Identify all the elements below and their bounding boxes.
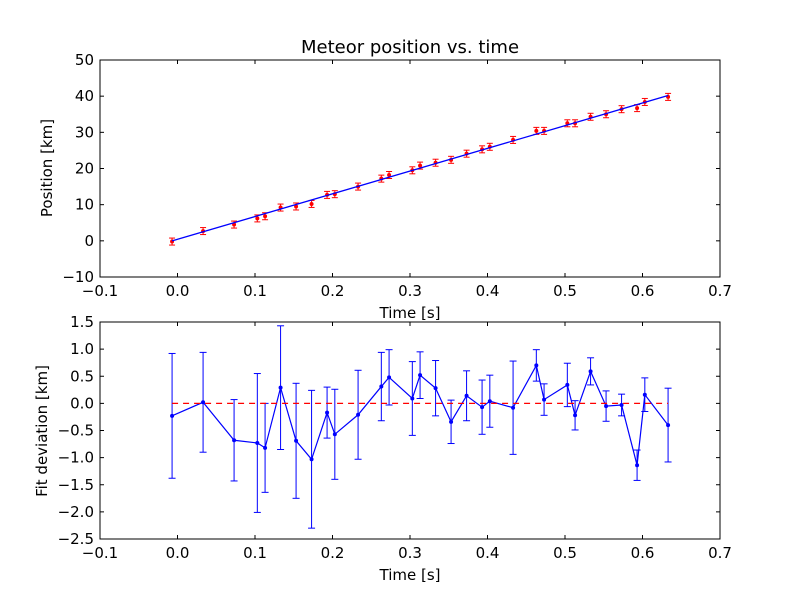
- data-point: [263, 445, 268, 450]
- data-point: [232, 438, 237, 443]
- y-tick-label: 1.5: [70, 313, 94, 331]
- x-tick-label: 0.7: [708, 544, 732, 562]
- data-point: [511, 405, 516, 410]
- deviation-plot-area: −0.1 0.0 0.1 0.2 0.3 0.4 0.5 0.6 0.7 −2.5 −2.0 −1.5…: [58, 313, 732, 562]
- y-tick-label: 0.0: [70, 394, 94, 412]
- x-tick-label: 0.7: [708, 282, 732, 300]
- y-tick-label: −1.5: [58, 476, 94, 494]
- data-point: [410, 396, 415, 401]
- x-tick-label: 0.3: [398, 544, 422, 562]
- x-tick-label: 0.2: [321, 282, 345, 300]
- fit-line: [171, 94, 669, 242]
- chart-title: Meteor position vs. time: [301, 37, 519, 58]
- data-point: [418, 373, 423, 378]
- x-tick-label: 0.5: [553, 544, 577, 562]
- y-tick-label: 10: [75, 196, 94, 214]
- x-tick-label: −0.1: [82, 544, 118, 562]
- data-point: [433, 386, 438, 391]
- y-tick-label: 0.5: [70, 367, 94, 385]
- data-layer: [168, 325, 672, 529]
- data-point: [635, 106, 640, 111]
- data-point: [534, 363, 539, 368]
- data-point: [604, 404, 609, 409]
- data-point: [278, 385, 283, 390]
- data-point: [573, 413, 578, 418]
- y-tick-label: −2.5: [58, 530, 94, 548]
- y-tick-label: 40: [75, 87, 94, 105]
- y-tick-label: −1.0: [58, 449, 94, 467]
- position-plot: Meteor position vs. time −0.1 0.0 0.1 0.2 0.…: [38, 37, 732, 322]
- data-point: [255, 440, 260, 445]
- x-tick-label: 0.6: [631, 544, 655, 562]
- data-layer: [169, 92, 672, 246]
- data-point: [387, 173, 392, 178]
- x-tick-label: 0.5: [553, 282, 577, 300]
- data-point: [379, 384, 384, 389]
- y-tick-label: 30: [75, 123, 94, 141]
- data-point: [332, 432, 337, 437]
- x-axis-label: Time [s]: [379, 304, 441, 322]
- x-tick-label: 0.3: [398, 282, 422, 300]
- y-tick-label: −10: [62, 268, 94, 286]
- y-tick-label: −0.5: [58, 422, 94, 440]
- x-tick-label: 0.4: [476, 544, 500, 562]
- data-point: [294, 438, 299, 443]
- data-point: [170, 413, 175, 418]
- data-point: [449, 419, 454, 424]
- data-point: [464, 393, 469, 398]
- x-tick-label: 0.1: [243, 282, 267, 300]
- data-point: [356, 412, 361, 417]
- x-tick-label: 0.6: [631, 282, 655, 300]
- data-point: [565, 382, 570, 387]
- y-tick-label: 50: [75, 51, 94, 69]
- position-plot-area: −0.1 0.0 0.1 0.2 0.3 0.4 0.5 0.6 0.7 −10 0 10 20 30 40…: [62, 51, 732, 300]
- data-point: [387, 375, 392, 380]
- data-point: [635, 463, 640, 468]
- deviation-plot: −0.1 0.0 0.1 0.2 0.3 0.4 0.5 0.6 0.7 −2.5 −2.0 −1.5…: [33, 313, 732, 584]
- data-point: [309, 457, 314, 462]
- data-point: [255, 216, 260, 221]
- data-point: [542, 397, 547, 402]
- x-tick-label: 0.0: [166, 544, 190, 562]
- data-point: [588, 369, 593, 374]
- y-axis-label: Fit deviation [km]: [33, 365, 51, 497]
- x-tick-label: −0.1: [82, 282, 118, 300]
- data-point: [666, 423, 671, 428]
- data-point: [534, 128, 539, 133]
- y-tick-label: 0: [84, 232, 94, 250]
- x-tick-label: 0.0: [166, 282, 190, 300]
- data-point: [309, 201, 314, 206]
- data-point: [480, 405, 485, 410]
- data-point: [294, 204, 299, 209]
- x-tick-label: 0.2: [321, 544, 345, 562]
- data-point: [201, 400, 206, 405]
- data-point: [418, 163, 423, 168]
- x-tick-label: 0.1: [243, 544, 267, 562]
- x-axis-label: Time [s]: [379, 566, 441, 584]
- data-point: [263, 214, 268, 219]
- data-point: [325, 410, 330, 415]
- data-point: [619, 403, 624, 408]
- x-tick-label: 0.4: [476, 282, 500, 300]
- data-point: [487, 399, 492, 404]
- y-axis-label: Position [km]: [38, 119, 56, 217]
- y-tick-label: −2.0: [58, 503, 94, 521]
- y-tick-label: 20: [75, 160, 94, 178]
- data-point: [642, 392, 647, 397]
- y-tick-label: 1.0: [70, 340, 94, 358]
